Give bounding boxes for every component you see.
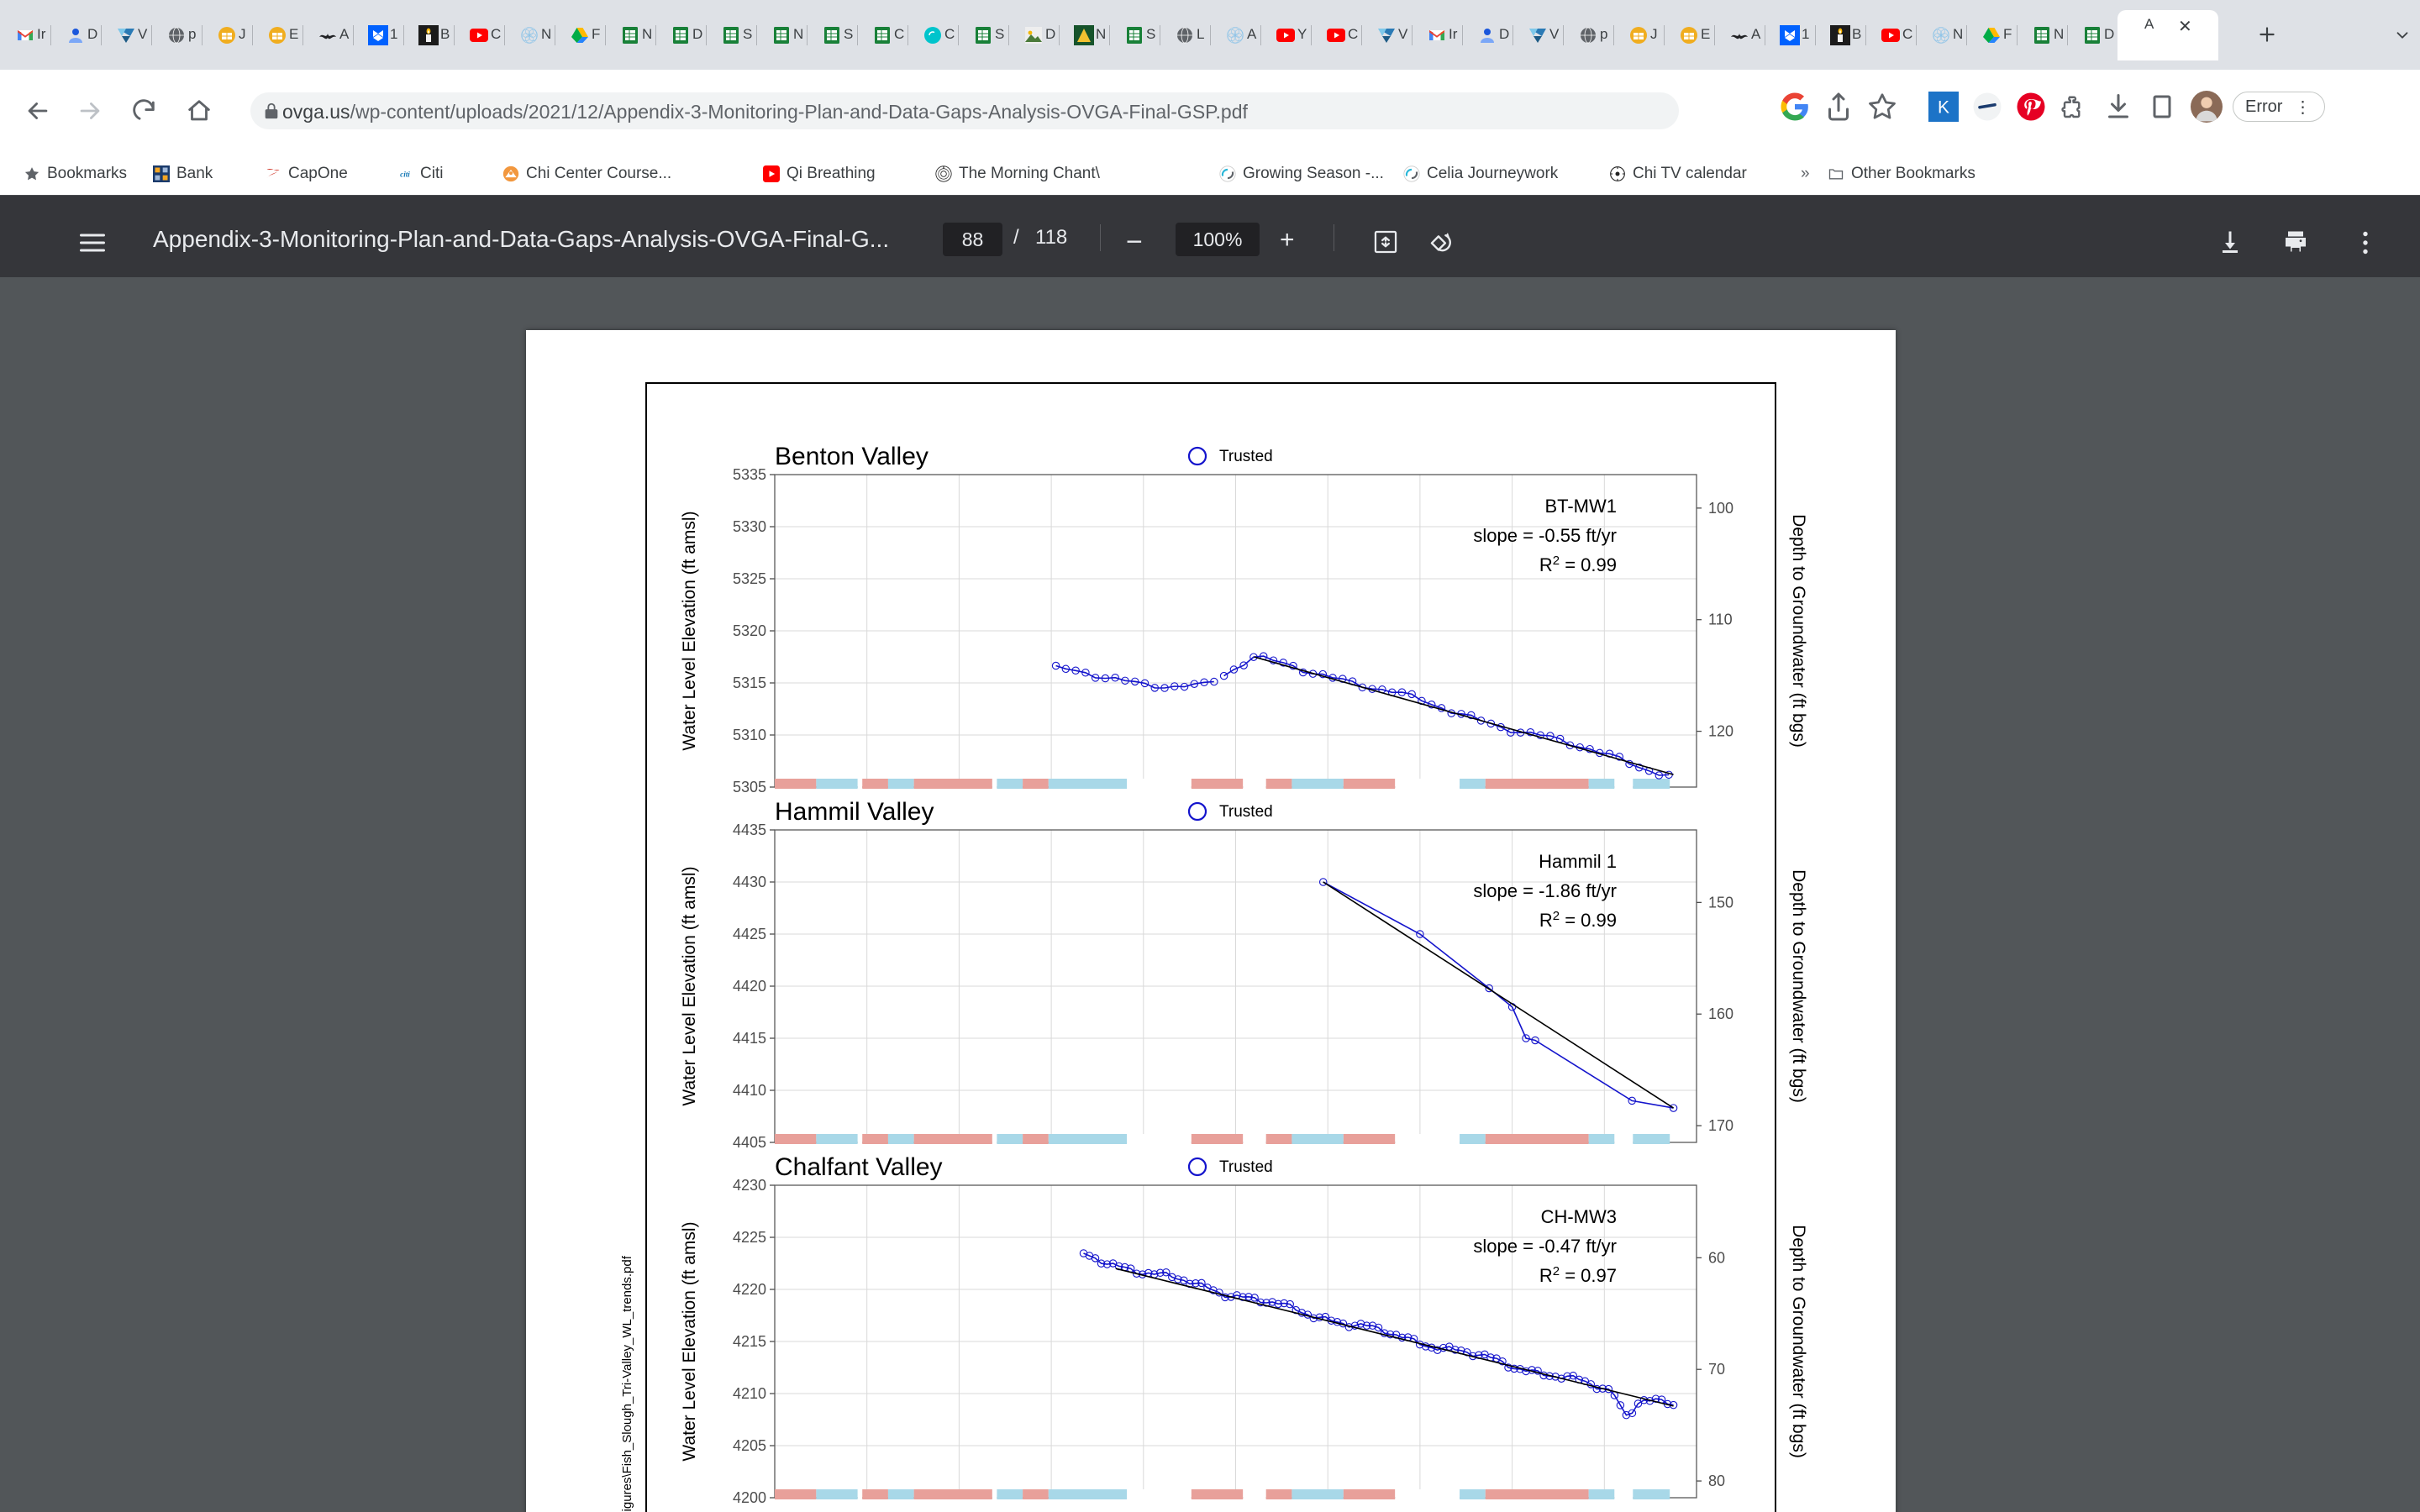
- svg-text:slope = -0.55 ft/yr: slope = -0.55 ft/yr: [1473, 525, 1617, 546]
- svg-text:5335: 5335: [733, 466, 766, 483]
- svg-text:Benton Valley: Benton Valley: [775, 443, 929, 470]
- svg-text:Depth to Groundwater (ft bgs): Depth to Groundwater (ft bgs): [1789, 1225, 1808, 1458]
- svg-text:Depth to Groundwater (ft bgs): Depth to Groundwater (ft bgs): [1789, 514, 1808, 748]
- svg-text:4225: 4225: [733, 1229, 766, 1246]
- svg-text:Trusted: Trusted: [1219, 1158, 1273, 1176]
- svg-text:80: 80: [1708, 1473, 1725, 1489]
- svg-text:160: 160: [1708, 1005, 1733, 1022]
- svg-text:K: K: [1938, 98, 1949, 118]
- svg-text:R2 = 0.97: R2 = 0.97: [1539, 1264, 1617, 1287]
- svg-text:4425: 4425: [733, 926, 766, 942]
- svg-text:BT-MW1: BT-MW1: [1544, 496, 1617, 517]
- svg-text:100: 100: [1708, 500, 1733, 517]
- svg-text:150: 150: [1708, 894, 1733, 911]
- svg-text:Trusted: Trusted: [1219, 448, 1273, 465]
- svg-text:4220: 4220: [733, 1281, 766, 1298]
- svg-text:5330: 5330: [733, 518, 766, 535]
- svg-text:70: 70: [1708, 1361, 1725, 1378]
- svg-text:slope = -0.47 ft/yr: slope = -0.47 ft/yr: [1473, 1236, 1617, 1257]
- svg-text:4210: 4210: [733, 1385, 766, 1402]
- svg-text:4230: 4230: [733, 1177, 766, 1194]
- svg-text:slope = -1.86 ft/yr: slope = -1.86 ft/yr: [1473, 880, 1617, 901]
- svg-text:110: 110: [1708, 612, 1733, 628]
- svg-text:Hammil 1: Hammil 1: [1539, 851, 1617, 872]
- svg-text:4430: 4430: [733, 874, 766, 890]
- svg-text:4200: 4200: [733, 1489, 766, 1506]
- svg-text:R2 = 0.99: R2 = 0.99: [1539, 554, 1617, 576]
- svg-text:Water Level Elevation (ft amsl: Water Level Elevation (ft amsl): [680, 1221, 699, 1461]
- svg-text:Water Level Elevation (ft amsl: Water Level Elevation (ft amsl): [680, 511, 699, 750]
- svg-text:4420: 4420: [733, 978, 766, 995]
- svg-text:4205: 4205: [733, 1437, 766, 1454]
- svg-text:4415: 4415: [733, 1030, 766, 1047]
- svg-text:Hammil Valley: Hammil Valley: [775, 798, 934, 826]
- svg-text:5325: 5325: [733, 570, 766, 587]
- svg-text:Water Level Elevation (ft amsl: Water Level Elevation (ft amsl): [680, 866, 699, 1105]
- svg-text:60: 60: [1708, 1249, 1725, 1266]
- svg-text:Chalfant Valley: Chalfant Valley: [775, 1153, 943, 1181]
- svg-text:120: 120: [1708, 723, 1733, 740]
- svg-text:CH-MW3: CH-MW3: [1541, 1206, 1617, 1227]
- svg-text:R2 = 0.99: R2 = 0.99: [1539, 909, 1617, 932]
- svg-text:5320: 5320: [733, 622, 766, 639]
- svg-text:citi: citi: [400, 170, 410, 178]
- svg-text:Trusted: Trusted: [1219, 803, 1273, 821]
- svg-text:4435: 4435: [733, 822, 766, 838]
- svg-text:4215: 4215: [733, 1333, 766, 1350]
- svg-text:Depth to Groundwater (ft bgs): Depth to Groundwater (ft bgs): [1789, 869, 1808, 1103]
- svg-text:5315: 5315: [733, 675, 766, 691]
